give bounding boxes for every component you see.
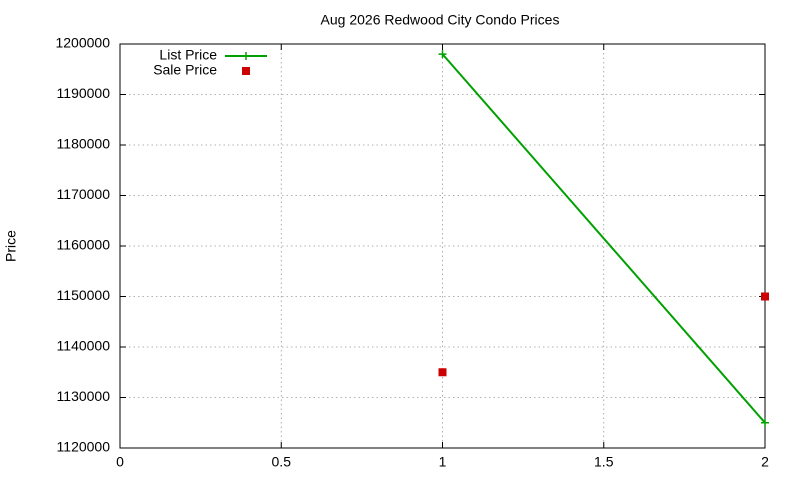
y-tick-label: 1120000 xyxy=(57,439,111,455)
x-tick-label: 1 xyxy=(439,454,447,470)
x-tick-label: 0 xyxy=(116,454,124,470)
y-tick-label: 1200000 xyxy=(55,35,110,51)
data-point xyxy=(438,368,447,377)
legend-marker xyxy=(242,52,250,60)
x-tick-label: 2 xyxy=(761,454,769,470)
y-tick-label: 1160000 xyxy=(57,237,111,253)
legend-label: List Price xyxy=(159,47,217,63)
plot-border xyxy=(119,43,766,449)
y-tick-label: 1130000 xyxy=(57,388,111,404)
y-axis-label: Price xyxy=(3,230,19,262)
x-tick-label: 0.5 xyxy=(272,454,292,470)
data-point xyxy=(438,50,447,59)
legend-label: Sale Price xyxy=(153,62,217,78)
series-line xyxy=(441,53,766,424)
data-point xyxy=(761,292,769,301)
y-tick-label: 1190000 xyxy=(57,85,111,101)
y-tick-label: 1180000 xyxy=(57,136,111,152)
y-tick-label: 1150000 xyxy=(57,287,111,303)
data-point xyxy=(761,418,769,427)
chart-title: Aug 2026 Redwood City Condo Prices xyxy=(321,12,560,28)
x-tick-label: 1.5 xyxy=(594,454,614,470)
y-tick-label: 1170000 xyxy=(57,186,111,202)
legend-marker xyxy=(242,67,250,75)
y-tick-label: 1140000 xyxy=(57,338,111,354)
